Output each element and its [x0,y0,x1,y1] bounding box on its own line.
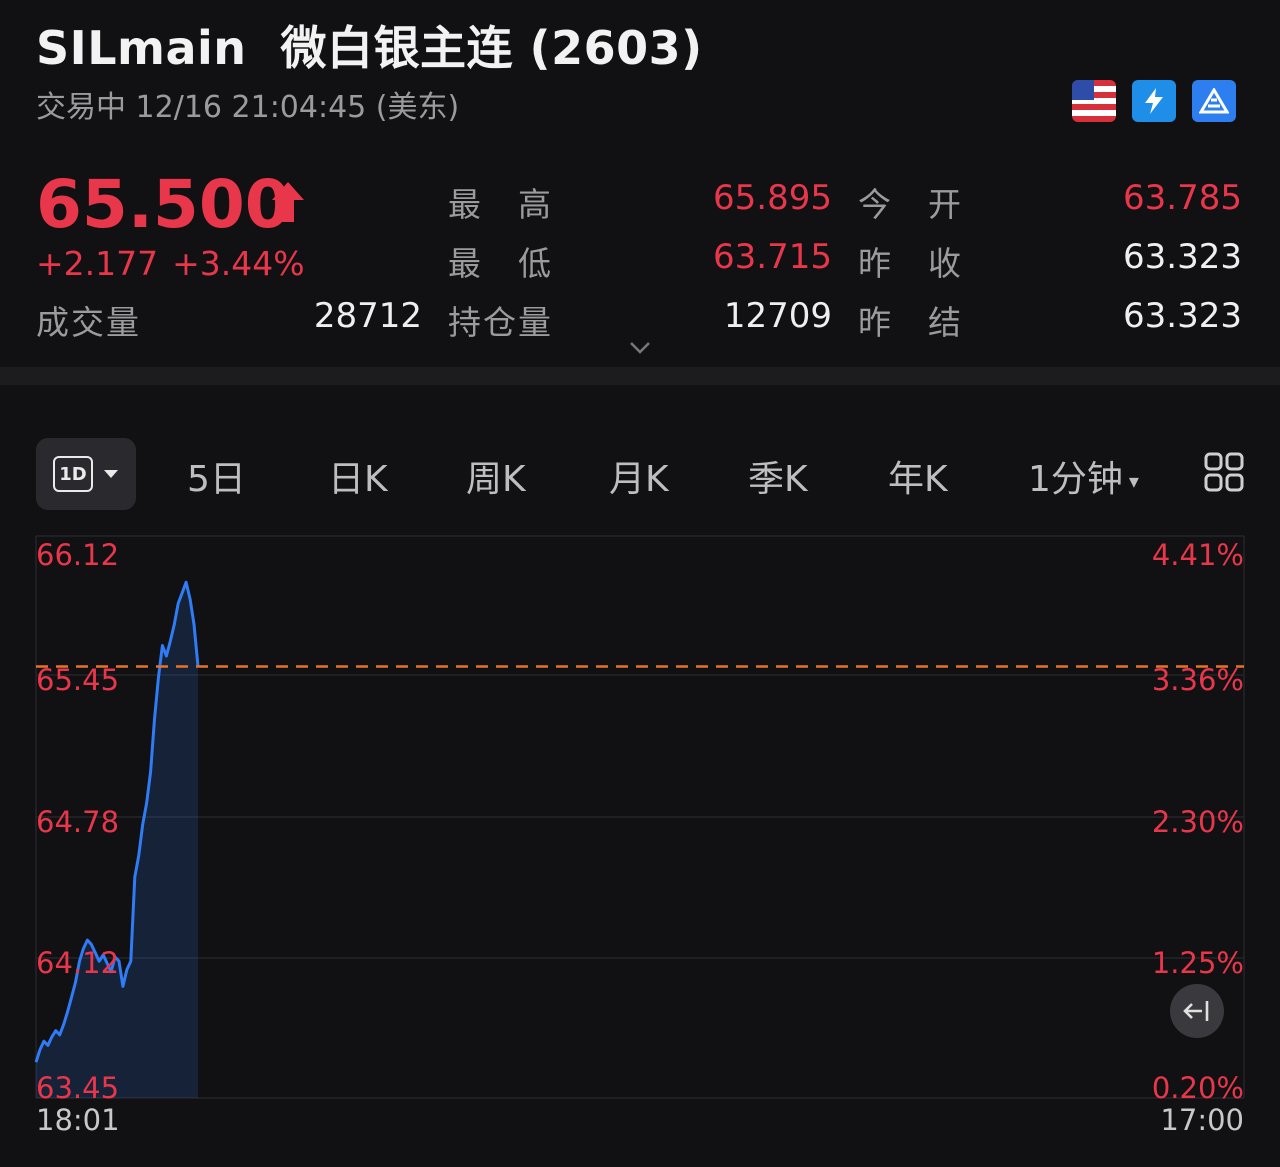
y-tick-label: 65.45 [36,663,120,697]
tab-weekly-k[interactable]: 周K [466,459,526,500]
tab-yearly-k[interactable]: 年K [888,459,948,500]
timeframe-toolbar: 1D 5日 日K 周K 月K 季K 年K 1分钟 ▾ [0,436,1280,512]
y-pct-tick-label: 3.36% [1151,663,1244,697]
price-area [36,582,198,1098]
volume-value: 28712 [313,296,422,336]
prev-close-value: 63.323 [1123,237,1242,277]
open-interest-value: 12709 [723,296,832,336]
us-flag-icon[interactable] [1072,80,1116,122]
up-arrow-icon [272,182,304,222]
y-pct-tick-label: 4.41% [1151,538,1244,572]
interval-selector[interactable]: 1分钟 ▾ [1028,450,1139,502]
x-end-label: 17:00 [1160,1103,1244,1137]
section-divider [0,367,1280,385]
y-tick-label: 64.78 [36,805,120,839]
y-pct-tick-label: 2.30% [1151,805,1244,839]
quote-header: SILmain 微白银主连 (2603) 交易中 12/16 21:04:45 (… [0,0,1280,365]
change-percent: +3.44% [172,244,305,283]
market-badges [1072,80,1236,122]
price-change: +2.177 +3.44% [36,244,305,283]
tab-5day[interactable]: 5日 [187,459,246,500]
open-label: 今 开 [858,185,963,224]
tab-daily-k[interactable]: 日K [328,459,388,500]
instrument-symbol: SILmain [36,21,247,75]
open-interest-label: 持仓量 [448,303,553,342]
low-value: 63.715 [713,237,832,277]
lightning-level1-icon[interactable] [1132,80,1176,122]
depth-icon[interactable] [1192,80,1236,122]
y-pct-tick-label: 0.20% [1151,1071,1244,1105]
prev-close-label: 昨 收 [858,244,963,283]
timeframe-1d-label: 1D [53,456,93,492]
instrument-name: 微白银主连 (2603) [280,21,703,75]
volume-label: 成交量 [36,303,141,342]
instrument-title: SILmain 微白银主连 (2603) [36,12,703,78]
tab-quarterly-k[interactable]: 季K [748,459,808,500]
expand-chevron-icon[interactable] [628,340,652,356]
y-pct-tick-label: 1.25% [1151,946,1244,980]
trading-status: 交易中 12/16 21:04:45 (美东) [36,90,460,125]
y-tick-label: 66.12 [36,538,120,572]
open-value: 63.785 [1123,178,1242,218]
y-tick-label: 64.12 [36,946,120,980]
last-price: 65.500 [36,166,291,243]
caret-down-icon [104,470,118,478]
tab-monthly-k[interactable]: 月K [609,459,669,500]
prev-settle-label: 昨 结 [858,303,963,342]
change-value: +2.177 [36,244,159,283]
y-tick-label: 63.45 [36,1071,120,1105]
interval-label: 1分钟 [1028,459,1123,500]
caret-down-icon: ▾ [1128,469,1139,493]
arrow-left-bar-icon [1183,1001,1209,1021]
chart-grid [35,535,1245,1099]
grid-menu-icon[interactable] [1204,452,1244,492]
low-label: 最 低 [448,244,553,283]
high-label: 最 高 [448,185,553,224]
high-value: 65.895 [713,178,832,218]
timeframe-1d-selector[interactable]: 1D [36,438,136,510]
scroll-to-latest-button[interactable] [1170,984,1224,1038]
prev-settle-value: 63.323 [1123,296,1242,336]
x-start-label: 18:01 [36,1103,120,1137]
